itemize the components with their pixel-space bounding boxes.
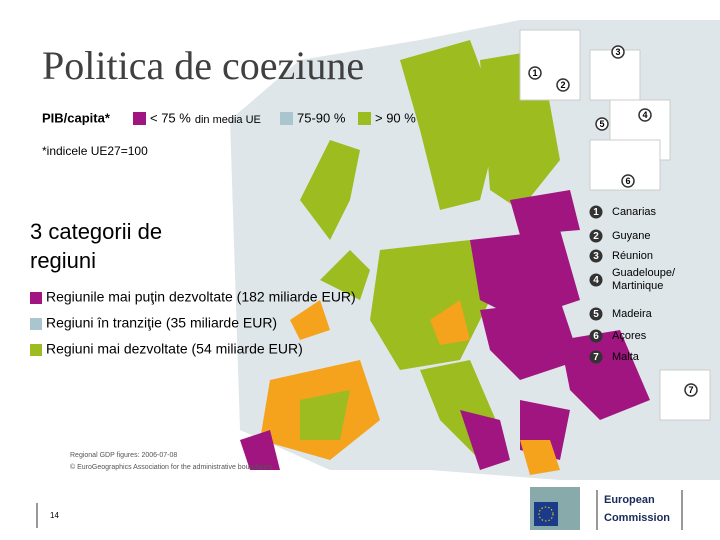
inset-number: 6 [625, 176, 630, 186]
logo-text: European [604, 494, 655, 506]
category-swatch [30, 344, 42, 356]
inset-badge [684, 383, 698, 397]
map [230, 20, 720, 480]
inset-badge [528, 66, 542, 80]
insets [519, 29, 711, 421]
region-name: Açores [612, 330, 647, 342]
region-number-badge [589, 229, 603, 243]
inset-number: 3 [615, 47, 620, 57]
inset [589, 49, 641, 101]
source-line: © EuroGeographics Association for the ad… [70, 463, 273, 471]
region [480, 300, 580, 380]
source-line: Regional GDP figures: 2006-07-08 [70, 452, 177, 459]
outermost-list: 1 Canarias 2 Guyane 3 Réunion 4 Guadeloupe/Mart… [589, 205, 676, 364]
inset-number: 2 [560, 80, 565, 90]
region [290, 300, 330, 340]
title: Politica de coeziune [42, 43, 364, 88]
legend-item-sublabel: din media UE [195, 114, 261, 126]
note: *indicele UE27=100 [42, 144, 148, 158]
region-number: 6 [593, 331, 599, 342]
region-number: 1 [593, 207, 599, 218]
region [430, 300, 470, 345]
region-number-badge [589, 350, 603, 364]
legend-swatch [280, 112, 293, 125]
region [510, 190, 580, 235]
legend-item-label: > 90 % [375, 110, 416, 125]
region-number-badge [589, 249, 603, 263]
page-number: 14 [50, 511, 59, 520]
legend-item-label: < 75 % [150, 110, 191, 125]
region [460, 410, 510, 470]
region-number-badge [589, 329, 603, 343]
region-name: Madeira [612, 308, 653, 320]
eu-stars [538, 506, 554, 522]
region-number: 4 [593, 275, 599, 286]
region-number: 3 [593, 251, 599, 262]
region-name: Réunion [612, 250, 653, 262]
region-number: 5 [593, 309, 599, 320]
region [320, 250, 370, 300]
legend-item-label: 75-90 % [297, 110, 346, 125]
logo-text: Commission [604, 512, 670, 524]
inset-badge [556, 78, 570, 92]
legend-label: PIB/capita* [42, 110, 111, 125]
region-name: Canarias [612, 206, 657, 218]
region-number-badge [589, 307, 603, 321]
region [520, 440, 560, 475]
inset-badge [595, 117, 609, 131]
category-swatch [30, 318, 42, 330]
legend-swatch [133, 112, 146, 125]
region [400, 40, 500, 210]
inset-badge [621, 174, 635, 188]
inset-number: 4 [642, 110, 647, 120]
region [470, 230, 580, 320]
category-swatch [30, 292, 42, 304]
region [240, 430, 280, 470]
logo: European Commission [530, 487, 683, 530]
region-name: Guyane [612, 230, 651, 242]
legend-swatch [358, 112, 371, 125]
eu-flag [534, 502, 558, 526]
inset-badge [611, 45, 625, 59]
region-name: Malta [612, 351, 640, 363]
inset-number: 5 [599, 119, 604, 129]
inset [519, 29, 581, 101]
region-number: 7 [593, 352, 599, 363]
category-label: Regiuni mai dezvoltate (54 miliarde EUR) [46, 341, 303, 357]
categories: Regiunile mai puţin dezvoltate (182 mili… [30, 289, 356, 357]
category-label: Regiunile mai puţin dezvoltate (182 mili… [46, 289, 356, 305]
region-number-badge [589, 205, 603, 219]
inset-number: 1 [532, 68, 537, 78]
region-number: 2 [593, 231, 599, 242]
inset-number: 7 [688, 385, 693, 395]
inset [659, 369, 711, 421]
inset-badge [638, 108, 652, 122]
category-label: Regiuni în tranziţie (35 miliarde EUR) [46, 315, 277, 331]
subtitle: 3 categorii de regiuni [30, 219, 162, 273]
region-number-badge [589, 273, 603, 287]
legend: < 75 % din media UE 75-90 % > 90 % [133, 110, 416, 126]
region [560, 330, 650, 420]
region [300, 390, 350, 440]
region [300, 140, 360, 240]
region-name: Guadeloupe/Martinique [612, 267, 676, 292]
